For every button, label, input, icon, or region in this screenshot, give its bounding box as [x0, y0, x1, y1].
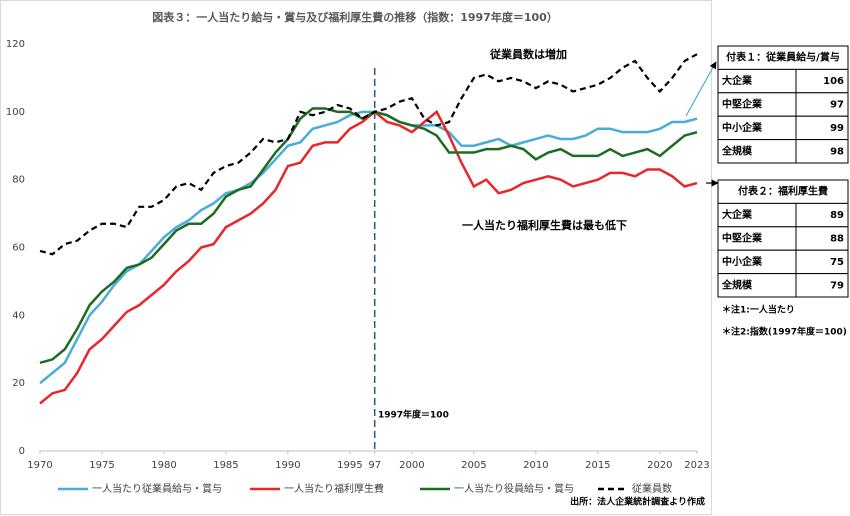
x-tick-label: 2020	[647, 460, 672, 471]
row-label: 中小企業	[722, 255, 763, 268]
row-value: 88	[830, 234, 844, 245]
x-tick-label: 2023	[684, 460, 709, 471]
x-tick-label: 1980	[151, 460, 176, 471]
note: ＊注2:指数(1997年度＝100)	[722, 326, 847, 338]
arrow	[685, 61, 717, 117]
annotation: 1997年度＝100	[378, 409, 449, 421]
y-tick-label: 120	[6, 39, 25, 50]
y-tick-label: 100	[6, 107, 25, 118]
row-value: 99	[830, 123, 844, 134]
table-cell	[795, 139, 849, 164]
row-value: 79	[830, 280, 844, 291]
legend-label: 一人当たり福利厚生費	[284, 482, 384, 495]
y-tick-label: 0	[19, 446, 25, 457]
annotation: 一人当たり福利厚生費は最も低下	[462, 218, 627, 232]
annotation: 従業員数は増加	[489, 47, 567, 61]
row-value: 97	[830, 100, 844, 111]
note: ＊注1:一人当たり	[722, 304, 795, 316]
legend-label: 従業員数	[632, 482, 672, 495]
x-tick-label: 2010	[523, 460, 548, 471]
x-tick-label: 1970	[27, 460, 52, 471]
x-tick-label: 97	[368, 460, 381, 471]
row-label: 中堅企業	[722, 98, 763, 111]
row-value: 75	[830, 257, 844, 268]
x-tick-label: 2005	[461, 460, 486, 471]
row-label: 中小企業	[722, 121, 763, 134]
y-tick-label: 20	[12, 378, 25, 389]
row-value: 106	[823, 76, 844, 87]
x-tick-label: 2000	[399, 460, 424, 471]
table-title: 付表２：福利厚生費	[738, 185, 828, 198]
table-title: 付表１：従業員給与/賞与	[726, 51, 840, 64]
row-label: 全規模	[721, 144, 753, 157]
x-tick-label: 1990	[275, 460, 300, 471]
series-line	[39, 110, 698, 385]
row-label: 中堅企業	[722, 232, 763, 245]
x-tick-label: 1995	[337, 460, 362, 471]
series-line	[39, 107, 698, 365]
x-tick-label: 1975	[89, 460, 114, 471]
y-tick-label: 60	[12, 243, 25, 254]
x-tick-label: 1985	[213, 460, 238, 471]
row-label: 全規模	[721, 278, 753, 291]
x-tick-label: 2015	[585, 460, 610, 471]
row-label: 大企業	[722, 74, 753, 87]
row-value: 89	[830, 210, 844, 221]
table-cell	[795, 273, 849, 298]
legend-label: 一人当たり役員給与・賞与	[454, 482, 574, 495]
source: 出所：法人企業統計調査より作成	[570, 496, 705, 508]
row-value: 98	[830, 146, 844, 157]
chart-frame	[0, 0, 712, 515]
y-tick-label: 40	[12, 310, 25, 321]
legend-label: 一人当たり従業員給与・賞与	[92, 482, 222, 495]
y-tick-label: 80	[12, 175, 25, 186]
series-line	[39, 109, 698, 405]
row-label: 大企業	[722, 208, 753, 221]
series-line	[39, 53, 698, 256]
chart-title: 図表３：一人当たり給与・賞与及び福利厚生費の推移（指数：1997年度＝100）	[152, 10, 558, 24]
